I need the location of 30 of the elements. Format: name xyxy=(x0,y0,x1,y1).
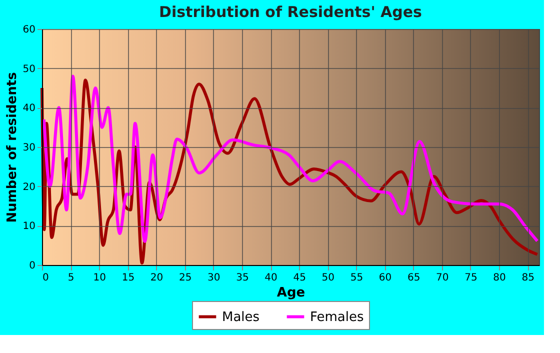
y-tick-label: 10 xyxy=(22,221,36,232)
x-tick-label: 10 xyxy=(93,272,106,284)
y-tick-label: 30 xyxy=(22,142,36,154)
y-tick-label: 50 xyxy=(22,64,36,75)
x-tick-label: 65 xyxy=(407,272,420,284)
x-tick-label: 85 xyxy=(522,272,534,284)
x-tick-label: 5 xyxy=(68,272,74,284)
x-tick-label: 25 xyxy=(178,272,192,284)
x-tick-label: 55 xyxy=(350,272,364,284)
x-tick-label: 0 xyxy=(42,272,49,284)
y-tick-label: 0 xyxy=(29,260,36,272)
y-tick-label: 60 xyxy=(22,24,36,36)
x-tick-label: 60 xyxy=(378,272,392,284)
chart-title: Distribution of Residents' Ages xyxy=(159,3,422,21)
x-tick-label: 70 xyxy=(436,272,449,284)
y-tick-label: 20 xyxy=(22,182,36,193)
x-tick-label: 75 xyxy=(464,272,478,284)
x-tick-label: 45 xyxy=(293,272,306,284)
x-tick-label: 15 xyxy=(122,272,135,284)
legend-label: Females xyxy=(310,310,364,325)
x-tick-label: 30 xyxy=(208,272,220,284)
legend-label: Males xyxy=(222,310,260,325)
x-axis-title: Age xyxy=(276,286,306,300)
y-axis-title: Number of residents xyxy=(4,72,20,223)
x-tick-label: 50 xyxy=(322,272,334,284)
x-tick-label: 20 xyxy=(150,272,164,284)
x-tick-label: 80 xyxy=(493,272,506,284)
x-tick-label: 40 xyxy=(264,272,278,284)
x-tick-label: 35 xyxy=(236,272,249,284)
y-tick-label: 40 xyxy=(22,103,36,114)
